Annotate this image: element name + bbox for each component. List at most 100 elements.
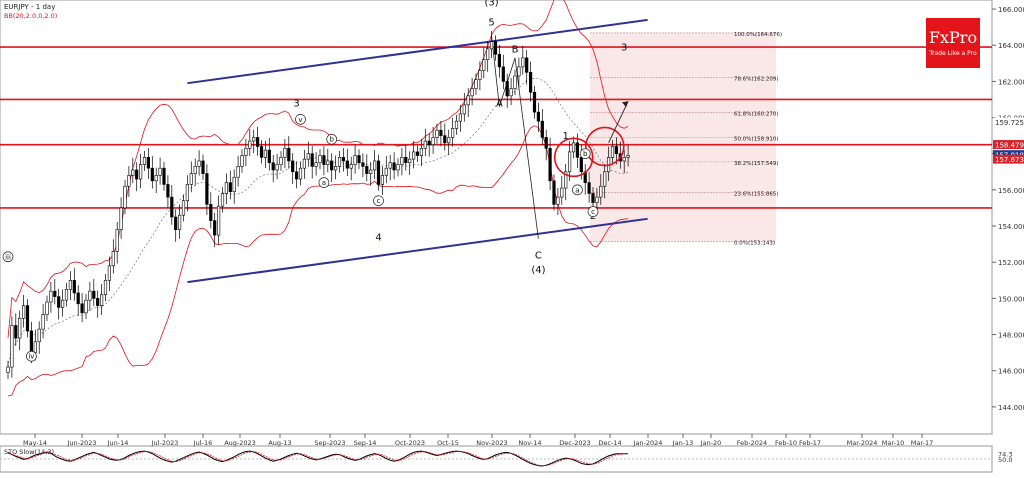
stoch-tick-label: 50.0 bbox=[998, 456, 1012, 464]
candle-body bbox=[579, 157, 583, 173]
candle-body bbox=[53, 290, 57, 297]
candle bbox=[224, 173, 229, 205]
candle-body bbox=[146, 157, 151, 169]
candle bbox=[287, 136, 291, 169]
y-tick-label: 154.000 bbox=[998, 223, 1024, 231]
candle-body bbox=[400, 157, 404, 165]
candle bbox=[365, 154, 369, 182]
candle-body bbox=[521, 57, 525, 68]
candle-body bbox=[404, 157, 408, 164]
candle bbox=[470, 77, 474, 106]
candle bbox=[610, 140, 615, 164]
candle bbox=[486, 41, 490, 72]
candle-body bbox=[376, 160, 381, 185]
candle bbox=[76, 285, 80, 316]
candle-body bbox=[372, 160, 377, 171]
candle-body bbox=[88, 290, 92, 301]
y-tick-label: 166.000 bbox=[998, 6, 1024, 14]
brand-name: FxPro bbox=[928, 28, 978, 47]
wave-circle-label: b bbox=[329, 136, 334, 144]
candle-body bbox=[357, 155, 361, 164]
candle bbox=[279, 150, 283, 171]
candle bbox=[248, 128, 252, 157]
wave-circle-label: iii bbox=[5, 253, 11, 261]
wave-circle bbox=[295, 113, 306, 125]
bb-lower bbox=[7, 125, 629, 397]
candle-body bbox=[540, 120, 544, 138]
candle bbox=[392, 152, 396, 180]
fib-label: 0.0%(153.143) bbox=[734, 241, 775, 247]
candle bbox=[622, 149, 626, 174]
candle bbox=[521, 45, 525, 75]
candle-body bbox=[556, 196, 560, 205]
candle-body bbox=[599, 185, 603, 198]
stoch-tick-label: 74.3 bbox=[998, 451, 1012, 459]
candle bbox=[369, 162, 373, 186]
wave-circle-label: a bbox=[575, 186, 579, 194]
candle-body bbox=[252, 137, 256, 142]
candle bbox=[92, 279, 96, 307]
candle bbox=[205, 164, 209, 216]
candle bbox=[330, 153, 334, 183]
candle bbox=[197, 150, 201, 176]
candle bbox=[478, 61, 482, 91]
candle bbox=[72, 268, 76, 301]
candle-body bbox=[552, 180, 556, 205]
candle-body bbox=[131, 169, 135, 176]
wave-circle bbox=[373, 195, 384, 207]
candle-body bbox=[333, 166, 338, 171]
x-tick-label: Mar-2024 bbox=[847, 439, 878, 447]
candle-body bbox=[240, 155, 244, 167]
candle-body bbox=[68, 279, 72, 290]
candle bbox=[193, 158, 197, 186]
candle-body bbox=[544, 137, 548, 149]
candle-body bbox=[18, 317, 22, 339]
projection-arrowhead bbox=[622, 101, 629, 108]
y-tick-label: 152.000 bbox=[998, 259, 1024, 267]
candle bbox=[88, 281, 92, 311]
fib-label: 50.0%(158.910) bbox=[734, 136, 779, 142]
candle-body bbox=[111, 251, 115, 267]
candle-body bbox=[96, 298, 100, 306]
fib-label: 78.6%(162.209) bbox=[734, 77, 779, 83]
candle bbox=[142, 150, 147, 171]
candle bbox=[587, 171, 591, 203]
candle-body bbox=[267, 149, 271, 164]
x-tick-label: Sep-14 bbox=[354, 439, 377, 447]
x-tick-label: Sep-2023 bbox=[314, 439, 345, 447]
x-tick-label: Aug-2023 bbox=[224, 439, 256, 447]
candle-body bbox=[587, 182, 591, 194]
price-label-box bbox=[993, 154, 1024, 164]
candle-body bbox=[388, 162, 392, 169]
candle bbox=[326, 148, 330, 173]
candle-body bbox=[185, 184, 190, 202]
candle-body bbox=[564, 171, 568, 189]
candle bbox=[599, 174, 603, 205]
candle-body bbox=[166, 184, 170, 198]
candle bbox=[571, 136, 576, 159]
candle-body bbox=[318, 155, 322, 164]
candle-body bbox=[528, 72, 533, 93]
candle-body bbox=[415, 151, 420, 156]
target-circle bbox=[553, 137, 594, 178]
candle bbox=[178, 204, 182, 239]
wave-label: B bbox=[512, 44, 519, 55]
candle bbox=[21, 294, 26, 328]
candle bbox=[548, 137, 552, 191]
candle-body bbox=[150, 167, 154, 182]
fib-label: 23.6%(155.865) bbox=[734, 191, 779, 197]
channel-upper bbox=[187, 18, 648, 85]
candle bbox=[103, 273, 108, 302]
x-tick-label: Mar-10 bbox=[882, 439, 904, 447]
candle bbox=[255, 126, 260, 156]
candle bbox=[181, 194, 186, 222]
wave-circle-label: iv bbox=[28, 353, 34, 361]
candle-body bbox=[228, 182, 232, 192]
candle-body bbox=[396, 164, 400, 171]
candle-body bbox=[37, 328, 41, 343]
candle bbox=[267, 137, 271, 171]
candle-body bbox=[392, 162, 396, 171]
wave-label: (3) bbox=[485, 0, 499, 8]
wave-label: 1 bbox=[563, 131, 569, 142]
